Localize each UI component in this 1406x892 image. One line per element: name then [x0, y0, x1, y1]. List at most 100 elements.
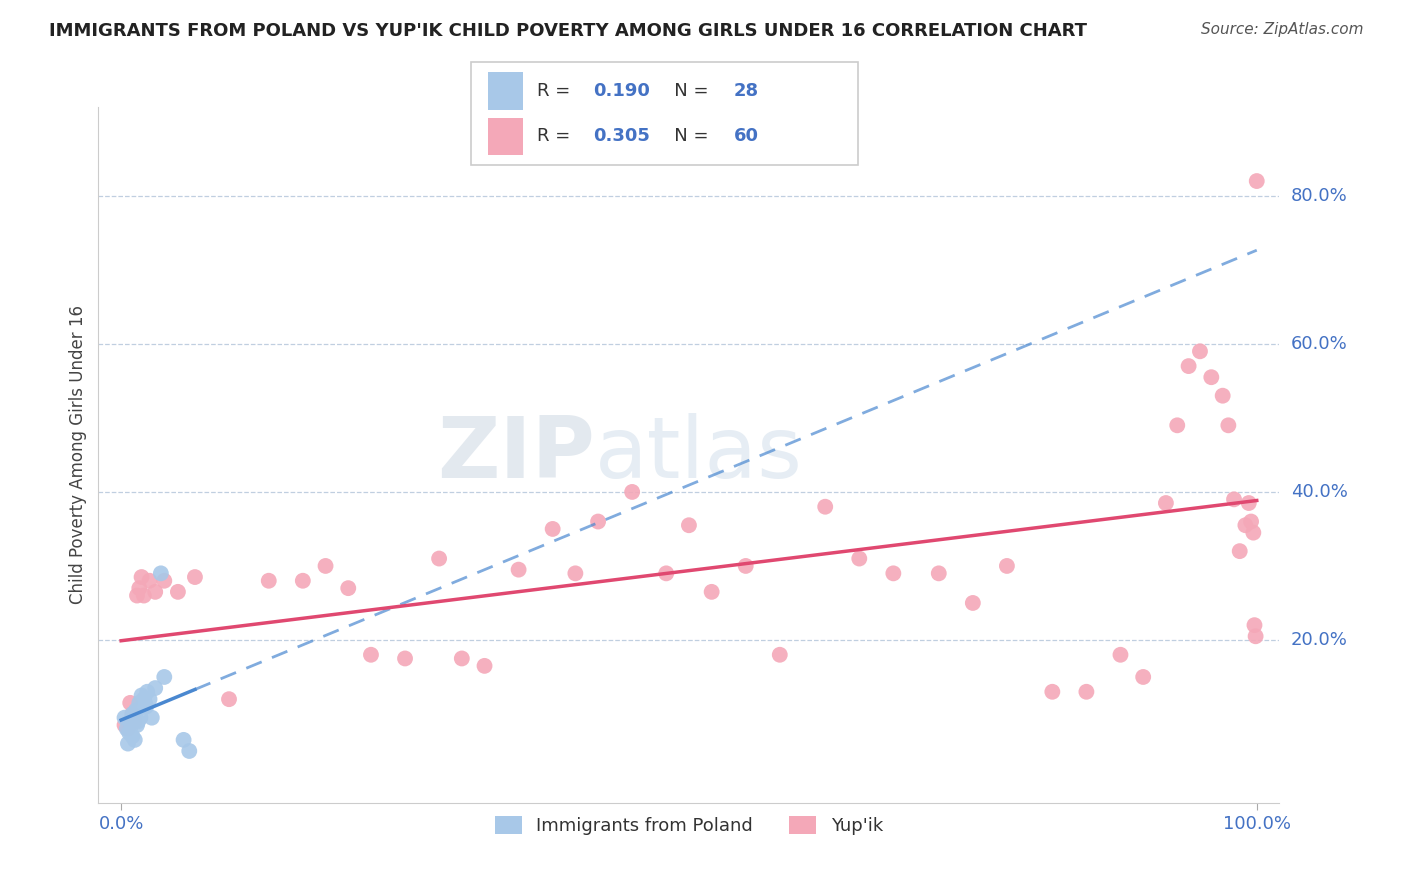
- Point: [814, 500, 837, 514]
- Point: [120, 718, 142, 732]
- Y-axis label: Child Poverty Among Girls Under 16: Child Poverty Among Girls Under 16: [69, 305, 87, 605]
- Text: R =: R =: [537, 128, 576, 145]
- Point: [621, 484, 644, 499]
- Point: [427, 551, 450, 566]
- Text: atlas: atlas: [595, 413, 803, 497]
- Point: [117, 737, 139, 751]
- Point: [153, 670, 176, 684]
- Point: [121, 706, 143, 721]
- Point: [124, 714, 146, 729]
- Point: [995, 558, 1018, 573]
- Point: [1237, 496, 1260, 510]
- Point: [394, 651, 416, 665]
- Point: [678, 518, 700, 533]
- Point: [134, 696, 156, 710]
- Point: [125, 703, 148, 717]
- Point: [1229, 544, 1251, 558]
- Point: [962, 596, 984, 610]
- Point: [138, 692, 160, 706]
- Point: [141, 711, 163, 725]
- Text: 0.190: 0.190: [593, 82, 650, 100]
- Point: [450, 651, 472, 665]
- Point: [131, 570, 153, 584]
- Point: [138, 574, 160, 588]
- Point: [1166, 418, 1188, 433]
- Point: [1218, 418, 1240, 433]
- Point: [564, 566, 586, 581]
- Point: [153, 574, 176, 588]
- Point: [115, 722, 138, 736]
- Point: [508, 563, 530, 577]
- Point: [127, 714, 149, 729]
- Point: [135, 699, 157, 714]
- FancyBboxPatch shape: [488, 72, 523, 110]
- Point: [655, 566, 678, 581]
- Point: [129, 711, 152, 725]
- Point: [132, 699, 155, 714]
- Point: [474, 658, 496, 673]
- Point: [114, 711, 136, 725]
- Point: [1223, 492, 1246, 507]
- Point: [218, 692, 240, 706]
- Point: [118, 725, 141, 739]
- Point: [121, 729, 143, 743]
- Text: 20.0%: 20.0%: [1291, 631, 1347, 649]
- Point: [1109, 648, 1132, 662]
- Point: [1240, 515, 1263, 529]
- Point: [360, 648, 382, 662]
- Text: 28: 28: [734, 82, 759, 100]
- Point: [337, 581, 360, 595]
- Point: [315, 558, 337, 573]
- Point: [124, 732, 146, 747]
- Point: [1132, 670, 1154, 684]
- Point: [1188, 344, 1211, 359]
- Point: [114, 718, 136, 732]
- Point: [125, 718, 148, 732]
- Point: [143, 681, 166, 695]
- Point: [149, 566, 172, 581]
- Point: [173, 732, 195, 747]
- Text: 60.0%: 60.0%: [1291, 334, 1347, 353]
- Point: [184, 570, 207, 584]
- Point: [120, 714, 142, 729]
- Point: [128, 581, 150, 595]
- Text: N =: N =: [657, 128, 714, 145]
- Point: [541, 522, 564, 536]
- Point: [1241, 525, 1264, 540]
- Text: 0.305: 0.305: [593, 128, 650, 145]
- FancyBboxPatch shape: [488, 118, 523, 155]
- Point: [1234, 518, 1257, 533]
- Point: [257, 574, 280, 588]
- Point: [117, 722, 139, 736]
- Point: [882, 566, 904, 581]
- Text: N =: N =: [657, 82, 714, 100]
- FancyBboxPatch shape: [471, 62, 858, 165]
- Point: [125, 589, 148, 603]
- Point: [1243, 618, 1265, 632]
- Text: 80.0%: 80.0%: [1291, 186, 1347, 205]
- Point: [291, 574, 314, 588]
- Text: ZIP: ZIP: [437, 413, 595, 497]
- Point: [167, 585, 190, 599]
- Text: 60: 60: [734, 128, 759, 145]
- Point: [1244, 629, 1267, 643]
- Point: [120, 696, 142, 710]
- Point: [1154, 496, 1177, 510]
- Point: [734, 558, 756, 573]
- Point: [131, 689, 153, 703]
- Point: [769, 648, 792, 662]
- Point: [122, 711, 145, 725]
- Text: IMMIGRANTS FROM POLAND VS YUP'IK CHILD POVERTY AMONG GIRLS UNDER 16 CORRELATION : IMMIGRANTS FROM POLAND VS YUP'IK CHILD P…: [49, 22, 1087, 40]
- Point: [1246, 174, 1268, 188]
- Point: [136, 685, 159, 699]
- Point: [1040, 685, 1063, 699]
- Point: [1177, 359, 1199, 373]
- Point: [143, 585, 166, 599]
- Point: [848, 551, 870, 566]
- Point: [128, 696, 150, 710]
- Point: [132, 589, 155, 603]
- Point: [700, 585, 723, 599]
- Text: Source: ZipAtlas.com: Source: ZipAtlas.com: [1201, 22, 1364, 37]
- Text: R =: R =: [537, 82, 576, 100]
- Point: [179, 744, 201, 758]
